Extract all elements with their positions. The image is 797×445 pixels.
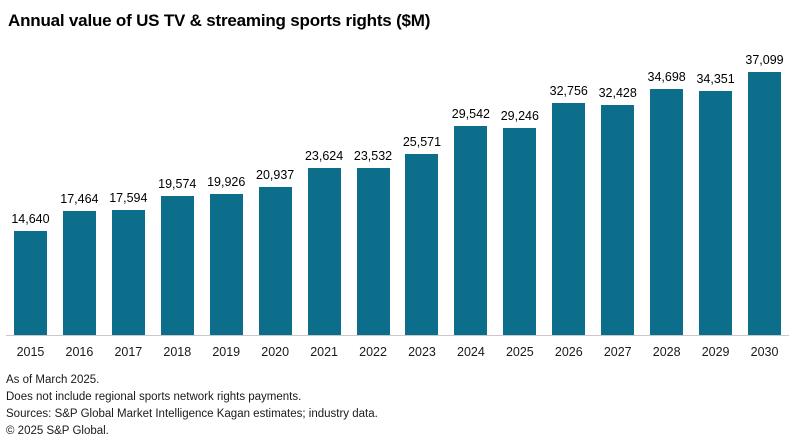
- bar-column: 29,246: [495, 109, 544, 335]
- bar-value-label: 25,571: [402, 135, 442, 149]
- bar-value-label: 17,464: [60, 192, 99, 206]
- footnote-sources: Sources: S&P Global Market Intelligence …: [6, 408, 378, 420]
- bar: [699, 91, 733, 335]
- bar: [454, 126, 488, 335]
- x-tick-label: 2021: [310, 345, 338, 359]
- x-tick-label: 2019: [212, 345, 241, 359]
- footnote-copyright: © 2025 S&P Global.: [6, 425, 109, 437]
- bar-column: 20,937: [251, 168, 300, 335]
- bar: [552, 103, 586, 335]
- x-tick-label: 2024: [457, 345, 485, 359]
- bar-value-label: 17,594: [109, 191, 148, 205]
- bar-value-label: 32,428: [598, 86, 637, 100]
- bar-value-label: 37,099: [745, 53, 784, 67]
- bar-value-label: 34,351: [696, 72, 735, 86]
- x-tick-label: 2018: [163, 345, 192, 359]
- bar: [405, 154, 439, 335]
- bar-column: 32,756: [544, 84, 593, 335]
- bar-value-label: 34,698: [647, 70, 686, 84]
- x-tick-label: 2026: [554, 345, 583, 359]
- x-tick-label: 2020: [261, 345, 290, 359]
- bar-column: 34,698: [642, 70, 691, 335]
- bar-column: 19,574: [153, 177, 202, 335]
- footnotes: As of March 2025. Does not include regio…: [6, 372, 797, 440]
- bar-column: 23,532: [349, 149, 398, 335]
- x-tick-label: 2030: [750, 345, 779, 359]
- x-tick-label: 2029: [701, 345, 730, 359]
- bar: [650, 89, 684, 335]
- bar-value-label: 14,640: [11, 212, 50, 226]
- bar-column: 23,624: [300, 149, 349, 335]
- bar-column: 32,428: [593, 86, 642, 335]
- bar-column: 25,571: [398, 135, 447, 335]
- bar: [111, 210, 145, 335]
- bar: [62, 211, 96, 335]
- bar: [601, 105, 635, 335]
- bar: [748, 72, 782, 335]
- bar-value-label: 23,624: [304, 149, 344, 163]
- x-tick-label: 2022: [359, 345, 387, 359]
- x-tick-label: 2028: [652, 345, 681, 359]
- bar-value-label: 19,574: [158, 177, 197, 191]
- bar-value-label: 29,542: [451, 107, 491, 121]
- bar-value-label: 20,937: [256, 168, 295, 182]
- bar: [160, 196, 194, 335]
- x-tick-label: 2025: [505, 345, 534, 359]
- bar-chart: 14,640 17,464 17,594 19,574 19,926 20,937 23,6…: [6, 44, 789, 336]
- x-tick-label: 2015: [16, 345, 45, 359]
- footnote-as-of: As of March 2025.: [6, 374, 100, 386]
- bar-column: 17,594: [104, 191, 153, 335]
- bar: [209, 194, 243, 335]
- bar-column: 29,542: [446, 107, 495, 335]
- x-axis-labels: 2015 2016 2017 2018 2019 2020 2021 2022 2023 2024…: [6, 336, 789, 359]
- bar-column: 14,640: [6, 212, 55, 335]
- bar-column: 17,464: [55, 192, 104, 335]
- x-tick-label: 2027: [603, 345, 632, 359]
- x-tick-label: 2023: [408, 345, 436, 359]
- bar-column: 37,099: [740, 53, 789, 335]
- bar-value-label: 19,926: [207, 175, 246, 189]
- bar: [503, 128, 537, 335]
- footnote-scope: Does not include regional sports network…: [6, 391, 302, 403]
- bar-value-label: 29,246: [500, 109, 539, 123]
- bar-column: 19,926: [202, 175, 251, 335]
- bar-value-label: 32,756: [549, 84, 588, 98]
- bar-value-label: 23,532: [353, 149, 393, 163]
- bar: [258, 187, 292, 335]
- x-tick-label: 2016: [65, 345, 94, 359]
- bar: [307, 168, 341, 335]
- bar-column: 34,351: [691, 72, 740, 335]
- bar: [356, 168, 390, 335]
- bar: [13, 231, 47, 335]
- chart-title: Annual value of US TV & streaming sports…: [8, 11, 431, 30]
- x-tick-label: 2017: [114, 345, 143, 359]
